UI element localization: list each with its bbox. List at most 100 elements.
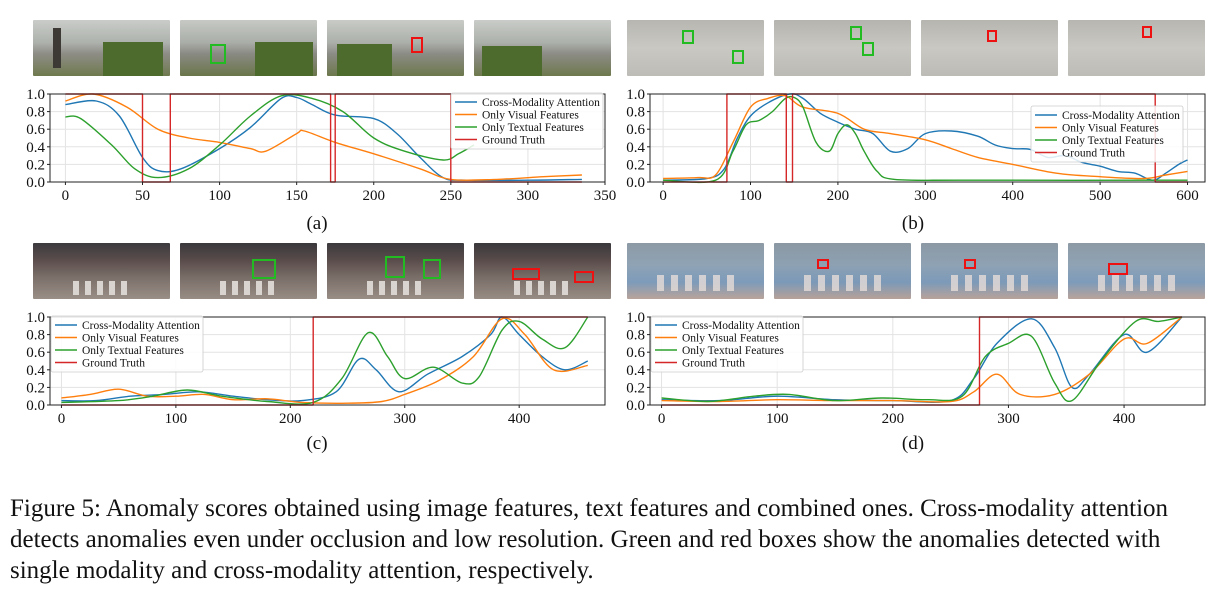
x-tick-label: 300 [393, 411, 416, 427]
series-line-visual [65, 93, 582, 181]
legend-box [50, 315, 204, 373]
legend-box [1030, 105, 1184, 163]
frame-thumbnail [774, 20, 911, 76]
single-modality-box [385, 256, 405, 278]
cross-modality-box [817, 259, 829, 269]
figure-caption: Figure 5: Anomaly scores obtained using … [10, 495, 1169, 584]
y-tick-label: 0.8 [26, 105, 45, 121]
legend-label: Only Visual Features [682, 333, 779, 345]
cross-modality-box [1142, 26, 1152, 38]
thumbnail-strip-d [627, 243, 1205, 299]
y-tick-label: 0.6 [26, 345, 45, 361]
frame-thumbnail [33, 243, 170, 299]
series-line-textual [61, 316, 589, 405]
y-tick-label: 0.4 [26, 140, 45, 156]
y-tick-label: 1.0 [626, 310, 645, 326]
y-tick-label: 0.2 [626, 380, 645, 396]
frame-thumbnail [180, 243, 317, 299]
legend-label: Cross-Modality Attention [82, 320, 200, 332]
frame-thumbnail [327, 243, 464, 299]
legend-label: Only Textual Features [82, 345, 184, 357]
x-tick-label: 400 [1113, 411, 1136, 427]
frame-thumbnail [627, 20, 764, 76]
y-tick-label: 0.8 [626, 105, 645, 121]
single-modality-box [682, 30, 694, 44]
y-tick-label: 0.2 [626, 157, 645, 173]
series-line-textual [65, 93, 475, 179]
subfigure-label-a: (a) [306, 213, 328, 234]
single-modality-box [210, 44, 226, 64]
legend-box [650, 315, 804, 373]
single-modality-box [862, 42, 874, 56]
legend-label: Only Visual Features [1062, 123, 1159, 135]
x-tick-label: 100 [208, 188, 231, 204]
frame-thumbnail [1068, 243, 1205, 299]
x-tick-label: 250 [440, 188, 463, 204]
cross-modality-box [987, 30, 997, 42]
legend-label: Ground Truth [682, 358, 745, 370]
chart-b-svg: 0 100 200 300 400 500 600 0.0 0.20.4 0.60.8 1.0 Cro… [626, 87, 1206, 204]
x-tick-label: 200 [882, 411, 905, 427]
single-modality-box [423, 259, 441, 279]
x-tick-label: 200 [279, 411, 302, 427]
x-tick-label: 350 [594, 188, 617, 204]
frame-thumbnail [1068, 20, 1205, 76]
x-tick-label: 300 [997, 411, 1020, 427]
frame-thumbnail [474, 243, 611, 299]
frame-thumbnail [474, 20, 611, 76]
legend-label: Only Visual Features [82, 333, 179, 345]
legend-label: Only Textual Features [682, 345, 784, 357]
x-tick-label: 100 [766, 411, 789, 427]
legend-label: Only Textual Features [482, 122, 584, 134]
subfigure-label-b: (b) [901, 213, 925, 234]
thumbnail-strip-a [33, 20, 611, 76]
x-tick-label: 150 [285, 188, 308, 204]
y-tick-label: 0.8 [26, 328, 45, 344]
axes-frame [649, 316, 1206, 406]
legend-label: Cross-Modality Attention [682, 320, 800, 332]
y-tick-label: 0.2 [26, 157, 45, 173]
frame-thumbnail [180, 20, 317, 76]
axes-frame [49, 316, 606, 406]
chart-c-svg: 0 100 200 300 400 0.0 0.20.4 0.60.8 1.0 Cross-Mod… [26, 310, 606, 427]
x-tick-label: 300 [914, 188, 937, 204]
legend-label: Ground Truth [82, 358, 145, 370]
x-tick-label: 200 [363, 188, 386, 204]
y-tick-label: 0.6 [626, 345, 645, 361]
x-tick-label: 100 [165, 411, 188, 427]
x-tick-label: 0 [658, 411, 666, 427]
legend-box [450, 92, 604, 150]
x-tick-label: 0 [62, 188, 70, 204]
legend-label: Only Visual Features [482, 110, 579, 122]
chart-d-svg: 0 100 200 300 400 0.0 0.20.4 0.60.8 1.0 Cross-Mod… [626, 310, 1206, 427]
subfigure-label-d: (d) [901, 433, 925, 454]
y-tick-label: 0.0 [26, 175, 45, 191]
thumbnail-strip-c [33, 243, 611, 299]
x-tick-label: 200 [827, 188, 850, 204]
frame-thumbnail [33, 20, 170, 76]
series-line-cross [663, 93, 1188, 181]
frame-thumbnail [327, 20, 464, 76]
subfigure-label-c: (c) [306, 433, 328, 454]
chart-a: 0 50 100 150 200 250 300 350 0.0 0.2 0.4 0.6 0.8 1.0 C… [0, 80, 616, 220]
series-line-textual [661, 316, 1183, 403]
y-tick-label: 0.8 [626, 328, 645, 344]
legend-label: Ground Truth [482, 135, 545, 147]
cross-modality-box [964, 259, 976, 269]
y-tick-label: 0.0 [626, 175, 645, 191]
chart-b: 0 100 200 300 400 500 600 0.0 0.2 0.4 0.6 0.8 1.0 Cro… [600, 80, 1209, 220]
frame-thumbnail [921, 243, 1058, 299]
series-line-cross [61, 316, 589, 402]
series-line-cross [661, 316, 1183, 403]
x-tick-label: 100 [739, 188, 762, 204]
y-tick-label: 0.0 [626, 398, 645, 414]
y-tick-label: 0.4 [626, 363, 645, 379]
series-line-visual [663, 94, 1188, 180]
x-tick-label: 500 [1089, 188, 1112, 204]
x-tick-label: 50 [135, 188, 150, 204]
y-tick-label: 0.6 [26, 122, 45, 138]
